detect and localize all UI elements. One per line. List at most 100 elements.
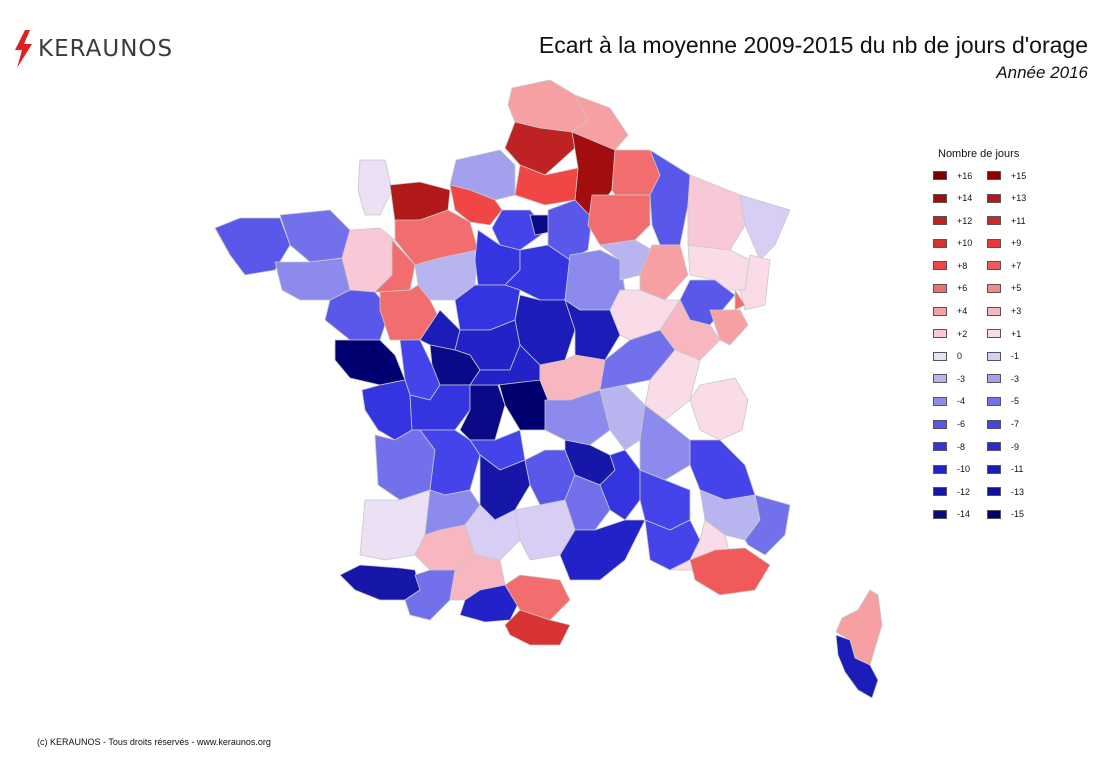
legend-label: -13 <box>1011 486 1025 497</box>
legend-item: -3 <box>933 373 987 384</box>
legend-swatch <box>987 329 1001 339</box>
department-region <box>449 184 503 226</box>
legend-label: -10 <box>957 464 971 475</box>
department-region <box>689 547 771 596</box>
brand-name: KERAUNOS <box>38 36 174 62</box>
legend-swatch <box>933 509 947 519</box>
department-region <box>599 384 646 451</box>
legend-swatch <box>933 329 947 339</box>
legend-label: +14 <box>957 193 973 204</box>
legend-label: -3 <box>957 373 966 384</box>
legend-label: -5 <box>1011 396 1020 407</box>
legend-label: +2 <box>957 328 968 339</box>
legend-swatch <box>987 396 1001 406</box>
legend-item: +8 <box>933 260 987 271</box>
legend-item: +12 <box>933 215 987 226</box>
legend-item: +9 <box>987 238 1041 249</box>
legend-item: +15 <box>987 170 1041 181</box>
legend-swatch <box>933 216 947 226</box>
legend-swatch <box>933 283 947 293</box>
legend-label: +15 <box>1011 170 1027 181</box>
legend-label: -15 <box>1011 509 1025 520</box>
legend-item: +16 <box>933 170 987 181</box>
legend-item: -15 <box>987 509 1041 520</box>
department-region <box>279 209 351 263</box>
legend-label: -4 <box>957 396 966 407</box>
department-region <box>334 339 406 386</box>
legend-swatch <box>987 238 1001 248</box>
legend-swatch <box>987 283 1001 293</box>
legend-label: +6 <box>957 283 968 294</box>
legend-item: -10 <box>933 464 987 475</box>
department-region <box>404 569 456 621</box>
legend-item: +1 <box>987 328 1041 339</box>
legend-swatch <box>933 306 947 316</box>
department-region <box>739 194 791 261</box>
legend-swatch <box>987 509 1001 519</box>
legend-item: -14 <box>933 509 987 520</box>
legend-swatch <box>987 306 1001 316</box>
legend-item: -1 <box>987 351 1041 362</box>
map-title: Ecart à la moyenne 2009-2015 du nb de jo… <box>538 32 1088 58</box>
lightning-bolt-icon <box>15 30 32 68</box>
department-region <box>649 149 691 246</box>
legend-swatch <box>933 261 947 271</box>
legend-label: +4 <box>957 306 968 317</box>
department-region <box>687 174 746 251</box>
department-region <box>357 159 393 216</box>
legend-label: +8 <box>957 260 968 271</box>
legend-label: +7 <box>1011 260 1022 271</box>
legend-swatch <box>987 261 1001 271</box>
legend-item: +5 <box>987 283 1041 294</box>
legend-item: -11 <box>987 464 1041 475</box>
legend-item: -12 <box>933 486 987 497</box>
legend-swatch <box>987 464 1001 474</box>
legend-label: +12 <box>957 215 973 226</box>
legend-item: -5 <box>987 396 1041 407</box>
department-region <box>739 254 771 311</box>
legend-swatch <box>933 351 947 361</box>
department-region <box>504 121 576 176</box>
legend-item: +7 <box>987 260 1041 271</box>
legend-grid: +16 +15 +14 +13 +12 +11 +10 +9 +8 +7 +6 +5 +4 +3 +2 +1 0… <box>933 170 1053 520</box>
legend-swatch <box>933 487 947 497</box>
legend-item: -6 <box>933 419 987 430</box>
legend-item: +3 <box>987 306 1041 317</box>
legend-label: +1 <box>1011 328 1022 339</box>
legend-label: +10 <box>957 238 973 249</box>
legend-swatch <box>987 351 1001 361</box>
department-region <box>587 194 651 246</box>
legend-swatch <box>933 238 947 248</box>
legend-label: -11 <box>1011 464 1024 475</box>
legend-swatch <box>987 442 1001 452</box>
department-region <box>639 404 691 481</box>
department-region <box>274 257 351 301</box>
department-region <box>361 379 413 441</box>
legend-item: +6 <box>933 283 987 294</box>
legend-swatch <box>987 193 1001 203</box>
legend-label: +5 <box>1011 283 1022 294</box>
legend-swatch <box>933 374 947 384</box>
department-region <box>559 519 646 581</box>
department-region <box>504 609 571 646</box>
legend-label: -7 <box>1011 419 1020 430</box>
legend-label: -12 <box>957 486 971 497</box>
legend-item: +4 <box>933 306 987 317</box>
department-region <box>734 289 746 311</box>
legend-label: +13 <box>1011 193 1027 204</box>
map-subtitle: Année 2016 <box>996 63 1088 82</box>
department-region <box>497 379 549 431</box>
legend-label: +3 <box>1011 306 1022 317</box>
legend-item: -13 <box>987 486 1041 497</box>
legend-label: +16 <box>957 170 973 181</box>
legend-title: Nombre de jours <box>938 148 1020 160</box>
legend-swatch <box>933 171 947 180</box>
legend-label: -3 <box>1011 373 1020 384</box>
department-region <box>564 299 621 361</box>
legend-swatch <box>933 193 947 203</box>
department-region <box>744 494 791 556</box>
department-region <box>504 574 571 621</box>
legend-item: -7 <box>987 419 1041 430</box>
department-region <box>689 439 756 501</box>
